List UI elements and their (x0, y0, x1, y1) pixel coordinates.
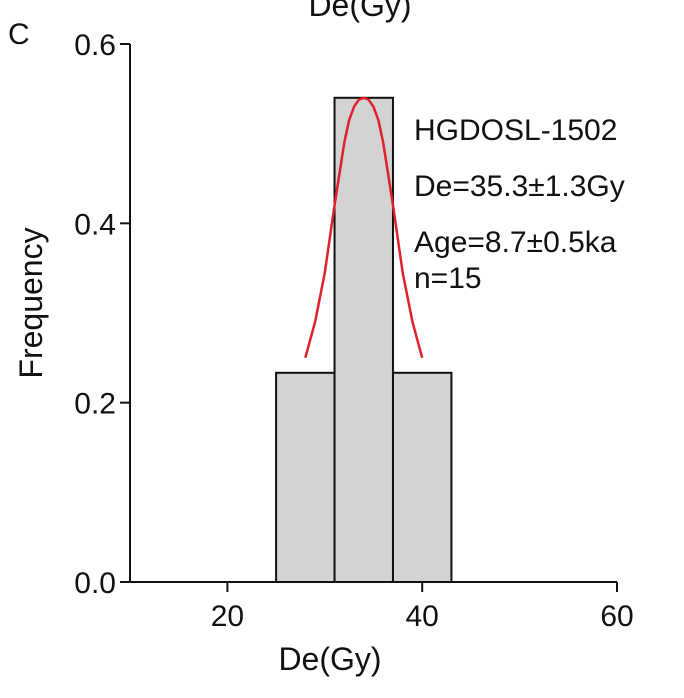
x-ticks-group: 20 40 60 (211, 582, 634, 633)
annotation-de: De=35.3±1.3Gy (414, 170, 625, 203)
annotation-age: Age=8.7±0.5ka (414, 226, 617, 259)
normal-curve (304, 96, 424, 359)
histogram-bar-2 (333, 96, 394, 584)
y-ticks-group: 0.0 0.2 0.4 0.6 (74, 29, 130, 600)
y-tick-label: 0.0 (74, 567, 116, 600)
chart-title: De(Gy) (308, 0, 411, 23)
y-tick-label: 0.6 (74, 29, 116, 62)
x-tick-label: 60 (600, 600, 633, 633)
x-tick-label: 20 (211, 600, 244, 633)
histogram-bar-1 (275, 371, 336, 584)
bars-group (275, 96, 453, 584)
y-tick-label: 0.4 (74, 208, 116, 241)
y-tick-label: 0.2 (74, 388, 116, 421)
x-tick-label: 40 (406, 600, 439, 633)
y-axis-label: Frequency (13, 227, 49, 378)
x-axis-label: De(Gy) (278, 641, 381, 677)
annotation-block: HGDOSL-1502 De=35.3±1.3Gy Age=8.7±0.5ka … (414, 114, 625, 295)
panel-label: C (8, 18, 30, 51)
annotation-n: n=15 (414, 262, 482, 295)
annotation-sample-id: HGDOSL-1502 (414, 114, 617, 147)
histogram-bar-3 (391, 371, 453, 584)
